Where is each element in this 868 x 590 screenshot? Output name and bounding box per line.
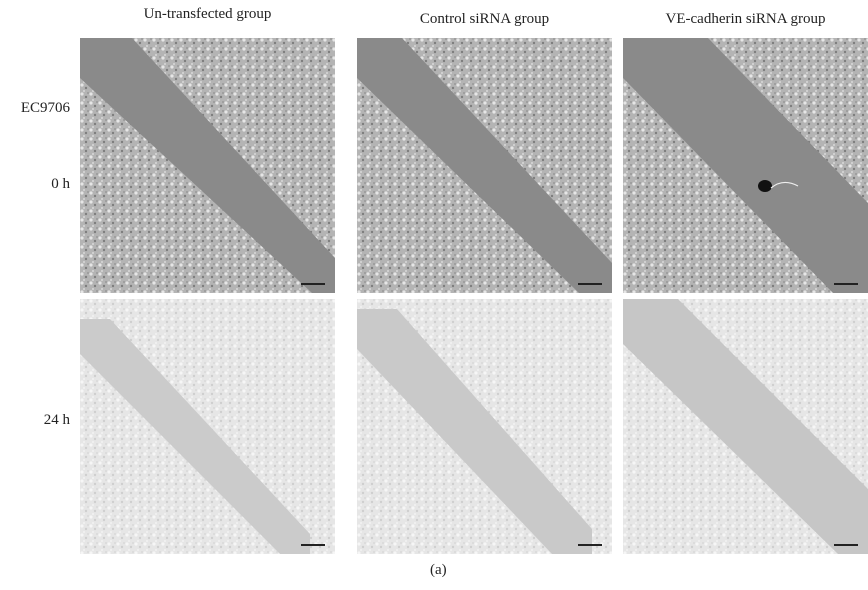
row-label-0h: 0 h (51, 176, 70, 192)
scale-bar (578, 283, 602, 285)
scale-bar (578, 544, 602, 546)
micrograph-ve-cadherin-sirna-24h (623, 299, 868, 554)
column-title-ve-cadherin-sirna: VE-cadherin siRNA group (665, 11, 826, 27)
row-label-24h: 24 h (43, 412, 70, 428)
micrograph-untransfected-0h (80, 38, 335, 293)
scale-bar (301, 283, 325, 285)
micrograph-ve-cadherin-sirna-0h (623, 38, 868, 293)
micrograph-control-sirna-24h (357, 299, 612, 554)
scale-bar (834, 283, 858, 285)
column-title-control-sirna: Control siRNA group (419, 11, 550, 27)
micrograph-control-sirna-0h (357, 38, 612, 293)
column-title-untransfected: Un-transfected group (143, 6, 272, 22)
figure-caption: (a) (430, 562, 447, 578)
cell-line-label: EC9706 (20, 100, 70, 116)
scale-bar (301, 544, 325, 546)
micrograph-untransfected-24h (80, 299, 335, 554)
scale-bar (834, 544, 858, 546)
